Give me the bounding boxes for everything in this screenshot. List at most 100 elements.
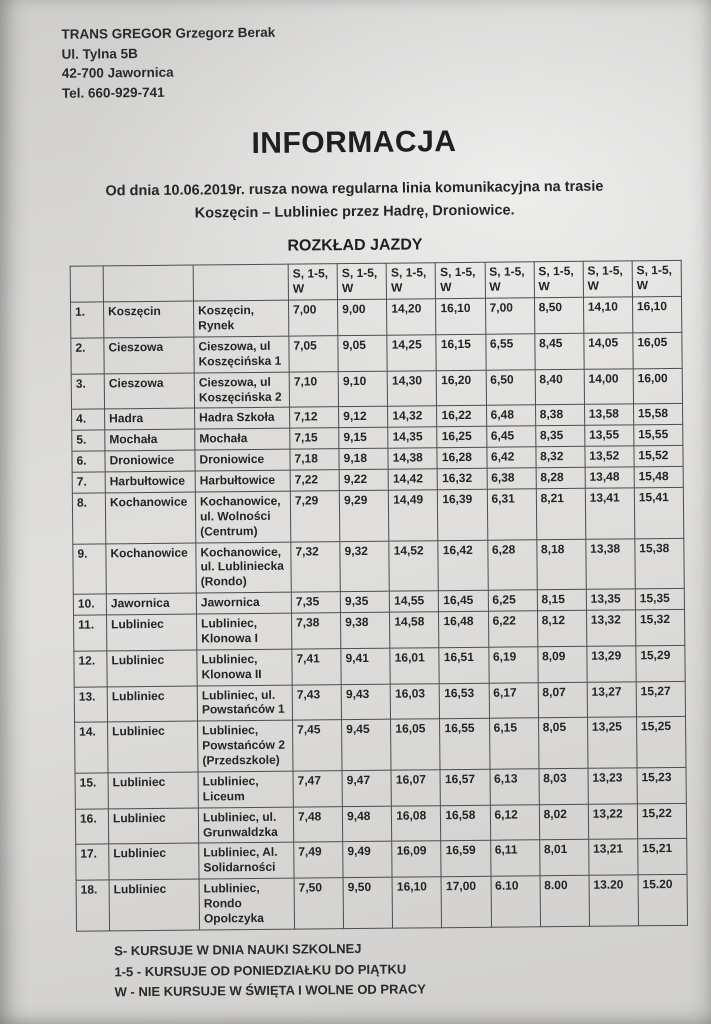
table-row: 2. Cieszowa Cieszowa, ul Koszęcińska 1 7,05… (70, 332, 683, 374)
departure-time-cell: 8,12 (537, 610, 587, 647)
departure-time-cell: 14,42 (388, 468, 438, 491)
village-cell: Lubliniec (107, 685, 198, 723)
departure-time-cell: 9,22 (339, 469, 389, 491)
departure-time-cell: 14,49 (388, 489, 439, 541)
row-number-cell: 1. (70, 302, 104, 339)
row-number-cell: 10. (73, 594, 107, 616)
departure-time-cell: 9,50 (343, 877, 393, 929)
time-column-header: S, 1-5, W (337, 263, 387, 300)
departure-time-cell: 16,03 (390, 683, 440, 720)
table-row: 3. Cieszowa Cieszowa, ul Koszęcińska 2 7,10… (71, 368, 683, 410)
departure-time-cell: 17,00 (441, 876, 492, 928)
departure-time-cell: 13,25 (587, 717, 637, 769)
village-cell: Lubliniec (106, 614, 197, 651)
row-number-cell: 15. (75, 772, 109, 809)
departure-time-cell: 9,29 (339, 490, 390, 542)
departure-time-cell: 8,09 (537, 646, 587, 683)
departure-time-cell: 14,00 (583, 368, 634, 405)
departure-time-cell: 7,45 (292, 719, 343, 772)
row-number-cell: 4. (71, 409, 105, 431)
row-number-cell: 16. (75, 808, 109, 845)
departure-time-cell: 6,12 (489, 804, 540, 841)
time-column-header: S, 1-5, W (288, 263, 338, 301)
departure-time-cell: 8,45 (534, 333, 584, 370)
departure-time-cell: 16,59 (441, 840, 491, 877)
stop-name-cell: Hadra Szkoła (194, 407, 290, 430)
stop-name-cell: Cieszowa, ul Koszęcińska 1 (193, 336, 290, 373)
stop-name-cell: Lubliniec, ul. Grunwaldzka (198, 806, 294, 844)
departure-time-cell: 9,48 (342, 805, 392, 843)
departure-time-cell: 7,35 (291, 591, 341, 614)
departure-time-cell: 7,49 (293, 842, 344, 879)
departure-time-cell: 14,38 (388, 447, 438, 470)
village-cell: Mochała (104, 429, 195, 452)
timetable-body: 1. Koszęcin Koszęcin, Rynek 7,00 9,00 14,20 16… (70, 296, 688, 932)
stop-name-cell: Jawornica (196, 592, 292, 615)
departure-time-cell: 9,38 (340, 612, 391, 649)
departure-time-cell: 16,01 (390, 647, 440, 684)
table-row: 8. Kochanowice Kochanowice, ul. Wolności (… (72, 487, 684, 544)
departure-time-cell: 8,05 (538, 717, 588, 769)
departure-time-cell: 16,22 (436, 405, 487, 428)
stop-name-cell: Lubliniec, Klonowa I (196, 613, 292, 650)
village-cell: Lubliniec (108, 771, 199, 809)
departure-time-cell: 13,41 (585, 487, 635, 539)
departure-time-cell: 14,25 (387, 334, 437, 371)
departure-time-cell: 15,48 (633, 466, 684, 488)
departure-time-cell: 6,31 (486, 488, 537, 540)
departure-time-cell: 15,27 (636, 680, 686, 718)
departure-time-cell: 14,30 (387, 370, 437, 407)
departure-time-cell: 8,40 (534, 368, 585, 406)
departure-time-cell: 6,42 (486, 446, 536, 469)
departure-time-cell: 13,21 (588, 839, 638, 876)
row-number-cell: 5. (71, 430, 105, 452)
time-column-header: S, 1-5, W (582, 261, 633, 298)
stop-name-cell: Lubliniec, Klonowa II (196, 648, 293, 686)
departure-time-cell: 13,58 (584, 404, 634, 426)
departure-time-cell: 8,02 (538, 803, 589, 841)
stop-name-cell: Cieszowa, ul Koszęcińska 2 (194, 371, 290, 409)
departure-time-cell: 13,55 (584, 425, 634, 447)
stop-name-cell: Lubliniec, ul. Powstańców 1 (197, 684, 293, 722)
departure-time-cell: 13,35 (586, 589, 636, 611)
departure-time-cell: 13,38 (585, 538, 636, 590)
row-number-cell: 17. (75, 844, 110, 881)
row-number-cell: 11. (73, 614, 107, 652)
departure-time-cell: 6,19 (488, 646, 538, 683)
row-number-cell: 7. (72, 471, 106, 494)
time-column-header: S, 1-5, W (435, 262, 485, 299)
departure-time-cell: 15,55 (633, 424, 683, 447)
departure-time-cell: 8,18 (536, 538, 587, 590)
departure-time-cell: 7,22 (290, 469, 340, 492)
departure-time-cell: 6,22 (487, 610, 538, 648)
village-cell: Lubliniec (109, 879, 200, 931)
departure-time-cell: 15.20 (637, 874, 688, 926)
table-row: 14. Lubliniec Lubliniec, Powstańców 2 (Prz… (74, 716, 686, 774)
row-number-cell: 12. (73, 650, 108, 687)
village-cell: Hadra (104, 408, 195, 431)
empty-header-cell-stop (193, 264, 289, 302)
departure-time-cell: 13,27 (586, 681, 637, 718)
departure-time-cell: 13,32 (586, 609, 636, 647)
village-cell: Cieszowa (104, 372, 195, 410)
departure-time-cell: 7,41 (291, 648, 342, 685)
empty-header-cell-no (70, 266, 104, 303)
departure-time-cell: 8,21 (535, 488, 586, 540)
departure-time-cell: 15,58 (633, 403, 683, 426)
departure-time-cell: 16,57 (440, 769, 490, 806)
departure-time-cell: 6,17 (488, 682, 539, 719)
departure-time-cell: 14,32 (387, 406, 438, 428)
departure-time-cell: 9,45 (341, 719, 392, 771)
departure-time-cell: 16,05 (390, 719, 441, 771)
departure-time-cell: 7,50 (294, 877, 344, 929)
departure-time-cell: 7,10 (289, 371, 339, 408)
timetable-title: ROZKŁAD JAZDY (287, 236, 423, 255)
departure-time-cell: 7,48 (293, 806, 343, 843)
departure-time-cell: 13,52 (584, 446, 634, 468)
stop-name-cell: Lubliniec, Rondo Opolczyka (199, 878, 295, 930)
departure-time-cell: 7,05 (288, 335, 339, 372)
departure-time-cell: 6,13 (489, 768, 539, 805)
departure-time-cell: 8,15 (536, 589, 587, 611)
